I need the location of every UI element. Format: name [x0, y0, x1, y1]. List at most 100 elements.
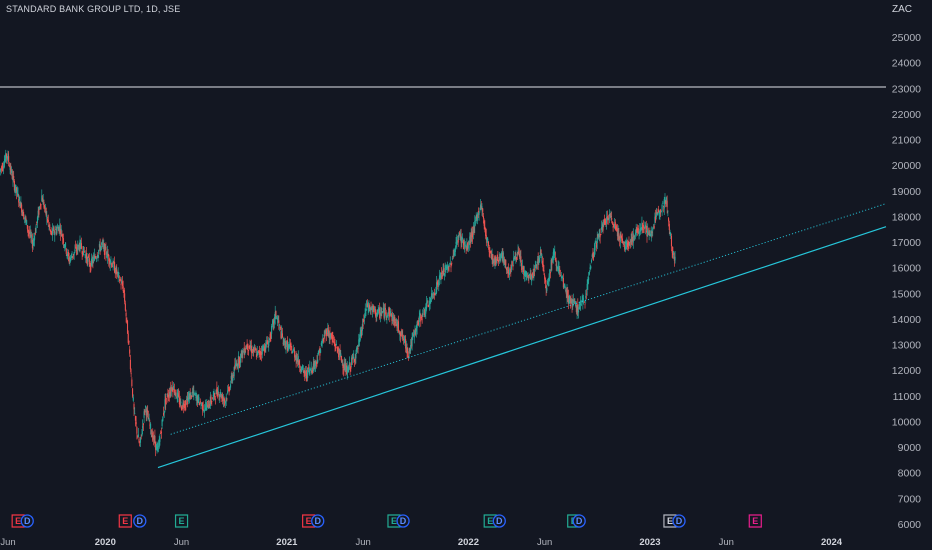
candle-up — [647, 229, 649, 236]
candle-up — [610, 215, 612, 218]
candle-up — [221, 396, 223, 398]
candle-up — [498, 256, 500, 260]
trendline-dotted[interactable] — [170, 203, 887, 435]
dividend-marker[interactable] — [20, 514, 34, 528]
candle-down — [51, 231, 53, 235]
earnings-marker[interactable] — [11, 514, 25, 528]
candle-down — [611, 222, 613, 224]
candle-up — [632, 233, 634, 243]
candle-up — [103, 244, 105, 247]
candle-up — [317, 351, 319, 355]
candle-up — [353, 356, 355, 360]
candle-down — [217, 389, 219, 397]
candle-up — [578, 304, 580, 310]
candle-up — [648, 231, 650, 237]
candle-down — [160, 432, 162, 434]
candle-up — [297, 356, 299, 365]
candle-up — [268, 341, 270, 346]
candle-down — [49, 229, 51, 232]
dividend-marker[interactable] — [572, 514, 586, 528]
candle-down — [523, 269, 525, 275]
candle-down — [530, 273, 532, 280]
candle-down — [313, 361, 315, 367]
candle-down — [616, 228, 618, 237]
candle-down — [593, 255, 595, 258]
trendline-solid[interactable] — [157, 226, 887, 469]
candle-up — [513, 256, 515, 260]
candle-up — [366, 300, 368, 308]
candle-down — [135, 422, 137, 425]
candle-up — [487, 238, 489, 242]
candle-up — [104, 245, 106, 251]
earnings-marker[interactable] — [302, 514, 316, 528]
candle-up — [289, 344, 291, 347]
price-tick-label: 18000 — [892, 211, 921, 223]
earnings-marker[interactable] — [118, 514, 132, 528]
candle-up — [296, 357, 298, 362]
candle-down — [116, 272, 118, 274]
candle-up — [309, 366, 311, 374]
candle-up — [240, 350, 242, 354]
chart-title: STANDARD BANK GROUP LTD, 1D, JSE — [6, 4, 181, 14]
dividend-marker[interactable] — [492, 514, 506, 528]
candle-up — [594, 244, 596, 250]
candle-up — [553, 250, 555, 256]
candle-up — [141, 433, 143, 436]
candle-down — [241, 350, 243, 358]
candle-down — [27, 229, 29, 231]
candle-down — [487, 241, 490, 246]
candle-up — [563, 286, 565, 288]
candle-down — [124, 293, 126, 302]
candle-down — [224, 400, 226, 402]
candle-down — [338, 352, 340, 358]
dividend-marker[interactable] — [672, 514, 686, 528]
candle-up — [146, 409, 148, 415]
candle-up — [3, 167, 5, 169]
earnings-marker[interactable] — [387, 514, 401, 528]
candle-down — [583, 301, 585, 303]
candle-up — [3, 161, 5, 168]
candle-up — [445, 266, 447, 269]
earnings-marker[interactable] — [748, 514, 762, 528]
earnings-marker[interactable] — [483, 514, 497, 528]
candle-up — [29, 231, 31, 236]
candle-up — [546, 287, 548, 291]
candle-up — [392, 315, 394, 320]
candle-up — [193, 390, 195, 394]
candle-up — [389, 311, 392, 316]
candle-down — [170, 388, 172, 393]
dividend-marker[interactable] — [311, 514, 325, 528]
candle-down — [185, 403, 187, 406]
price-axis[interactable]: 6000 7000 8000 9000 10000 11000 12000 13000 1400… — [892, 32, 921, 531]
time-axis[interactable]: Jun 2020 Jun 2021 Jun 2022 Jun 2023 Jun 2024 — [0, 537, 842, 548]
candle-up — [39, 206, 41, 209]
candle-down — [577, 303, 579, 311]
candle-down — [251, 351, 253, 353]
candle-down — [165, 396, 167, 405]
candle-down — [125, 312, 127, 317]
candle-up — [376, 309, 379, 316]
earnings-marker[interactable] — [174, 514, 189, 528]
candle-up — [348, 362, 350, 367]
candle-down — [8, 156, 10, 162]
candle-down — [406, 347, 408, 354]
candle-down — [168, 395, 170, 397]
candle-up — [575, 302, 577, 307]
dividend-marker[interactable] — [396, 514, 410, 528]
candle-up — [93, 255, 95, 261]
candle-down — [181, 405, 183, 410]
candle-down — [653, 225, 655, 229]
candle-up — [285, 346, 287, 350]
candle-up — [57, 228, 59, 231]
earnings-marker[interactable] — [663, 514, 677, 528]
candle-down — [258, 350, 260, 352]
candle-up — [480, 204, 482, 211]
candle-up — [315, 360, 317, 366]
candle-down — [147, 417, 149, 420]
candle-down — [178, 394, 180, 397]
candle-down — [636, 228, 638, 233]
dividend-marker[interactable] — [133, 514, 147, 528]
candle-up — [73, 252, 75, 255]
candle-up — [475, 215, 477, 221]
